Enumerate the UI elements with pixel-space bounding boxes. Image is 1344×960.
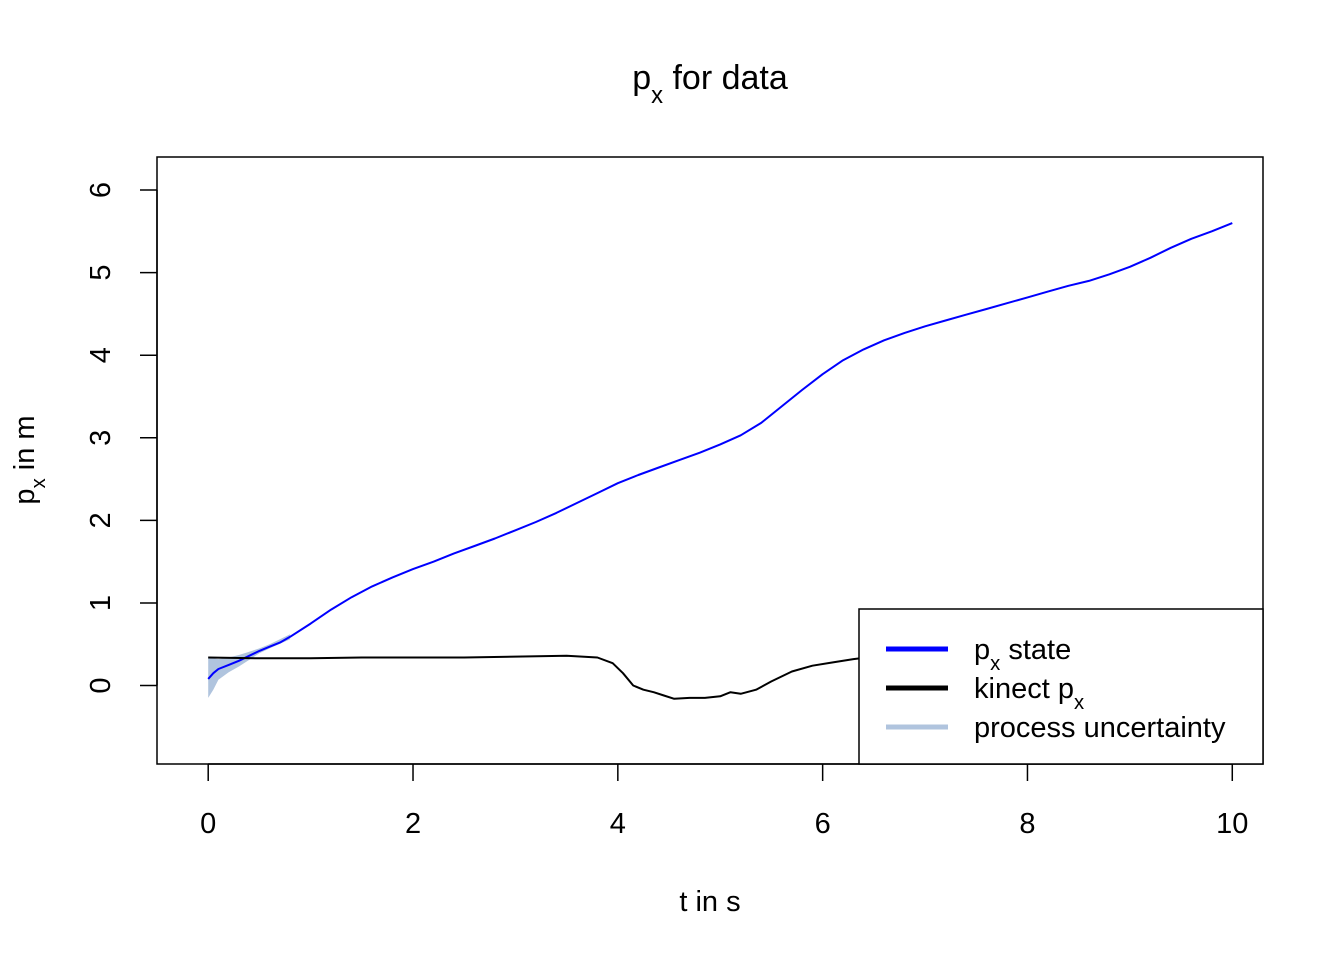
legend-label: kinect px <box>974 673 1084 714</box>
y-tick-label: 4 <box>85 347 117 363</box>
x-tick-label: 6 <box>815 808 831 840</box>
series-line-state <box>207 222 1233 680</box>
chart-title: px for data <box>632 59 788 109</box>
y-axis: 0 1 2 3 4 5 6 <box>85 182 158 694</box>
plot-frame <box>156 156 1264 765</box>
x-tick-label: 2 <box>405 808 421 840</box>
x-tick-label: 8 <box>1019 808 1035 840</box>
x-tick-label: 4 <box>610 808 626 840</box>
series-line-kinect <box>208 654 875 700</box>
y-tick-label: 1 <box>85 595 117 611</box>
legend-label: px state <box>974 634 1071 675</box>
x-tick-label: 0 <box>200 808 216 840</box>
legend-label: process uncertainty <box>974 712 1226 744</box>
x-axis-label: t in s <box>679 886 740 918</box>
y-axis-label: px in m <box>9 415 50 504</box>
legend-box <box>858 608 1264 765</box>
y-tick-label: 2 <box>85 512 117 528</box>
y-tick-label: 6 <box>85 182 117 198</box>
x-axis: 0 2 4 6 8 10 <box>200 763 1248 840</box>
y-tick-label: 5 <box>85 265 117 281</box>
y-tick-label: 3 <box>85 430 117 446</box>
x-tick-label: 10 <box>1216 808 1248 840</box>
y-tick-label: 0 <box>85 677 117 693</box>
